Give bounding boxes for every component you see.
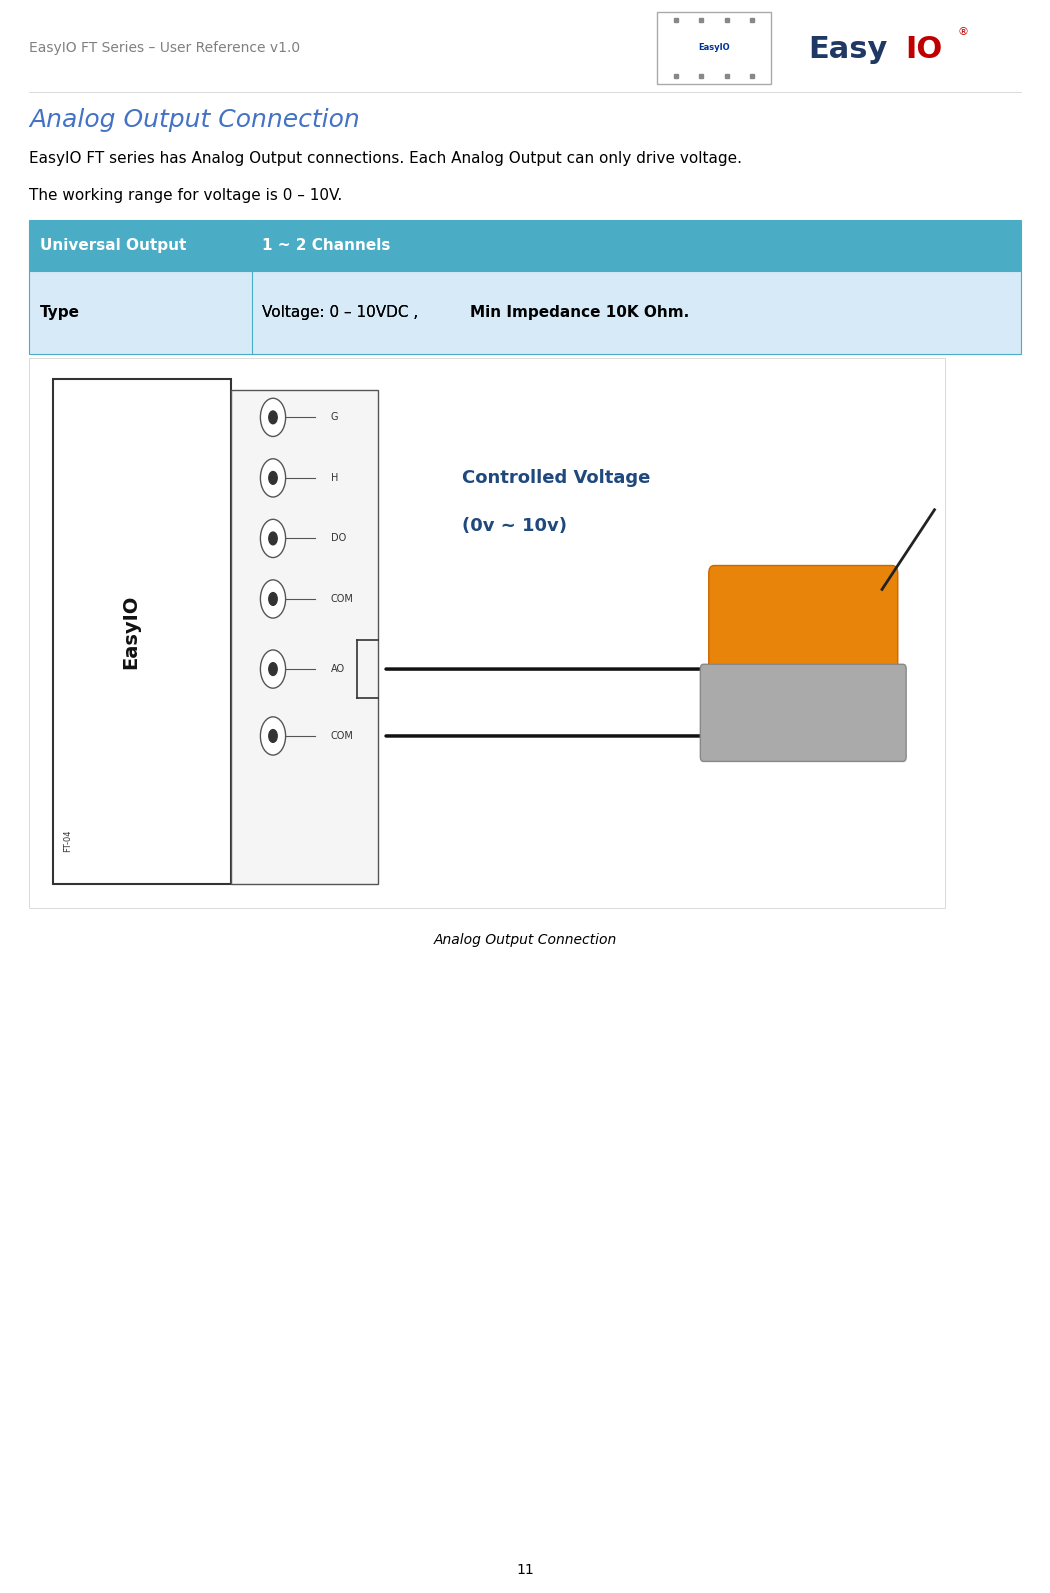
Text: Universal Output: Universal Output [40,237,186,253]
Circle shape [260,580,286,618]
Text: COM: COM [331,731,354,741]
Text: ®: ® [958,27,968,37]
Text: Analog Output Connection: Analog Output Connection [434,933,616,948]
FancyBboxPatch shape [29,271,1021,354]
Circle shape [269,472,277,484]
Circle shape [269,593,277,605]
FancyBboxPatch shape [657,11,771,83]
Circle shape [269,663,277,675]
Text: EasyIO: EasyIO [698,43,730,53]
Text: COM: COM [331,594,354,604]
Bar [29,358,945,908]
Text: FT-04: FT-04 [63,830,72,852]
Text: 11: 11 [517,1563,533,1577]
Text: Voltage: 0 – 10VDC , Min Impedance 10K Ohm.: Voltage: 0 – 10VDC , Min Impedance 10K O… [262,304,622,320]
Text: IO: IO [905,35,942,64]
Circle shape [269,532,277,545]
Text: EasyIO: EasyIO [122,594,141,669]
Text: EasyIO FT series has Analog Output connections. Each Analog Output can only driv: EasyIO FT series has Analog Output conne… [29,151,742,166]
Text: Voltage: 0 – 10VDC ,: Voltage: 0 – 10VDC , [262,304,423,320]
Text: Easy: Easy [808,35,888,64]
Text: The working range for voltage is 0 – 10V.: The working range for voltage is 0 – 10V… [29,188,342,202]
FancyBboxPatch shape [29,220,1021,271]
Text: EasyIO FT Series – User Reference v1.0: EasyIO FT Series – User Reference v1.0 [29,41,300,56]
Circle shape [269,730,277,742]
Text: AO: AO [331,664,344,674]
Text: Type: Type [40,304,80,320]
Text: H: H [331,473,338,483]
Text: Min Impedance 10K Ohm.: Min Impedance 10K Ohm. [470,304,690,320]
Text: 1 ~ 2 Channels: 1 ~ 2 Channels [262,237,391,253]
Text: Analog Output Connection: Analog Output Connection [29,108,360,132]
Circle shape [269,411,277,424]
Circle shape [260,519,286,558]
Circle shape [260,459,286,497]
Text: G: G [331,413,338,422]
Bar [231,390,378,884]
Text: Controlled Voltage: Controlled Voltage [462,468,650,487]
Circle shape [260,717,286,755]
Bar [52,379,231,884]
FancyBboxPatch shape [709,566,898,677]
Circle shape [260,650,286,688]
Text: (0v ~ 10v): (0v ~ 10v) [462,516,567,535]
Text: DO: DO [331,534,346,543]
FancyBboxPatch shape [700,664,906,761]
Circle shape [260,398,286,436]
Text: Voltage: 0 – 10VDC ,: Voltage: 0 – 10VDC , [262,304,423,320]
